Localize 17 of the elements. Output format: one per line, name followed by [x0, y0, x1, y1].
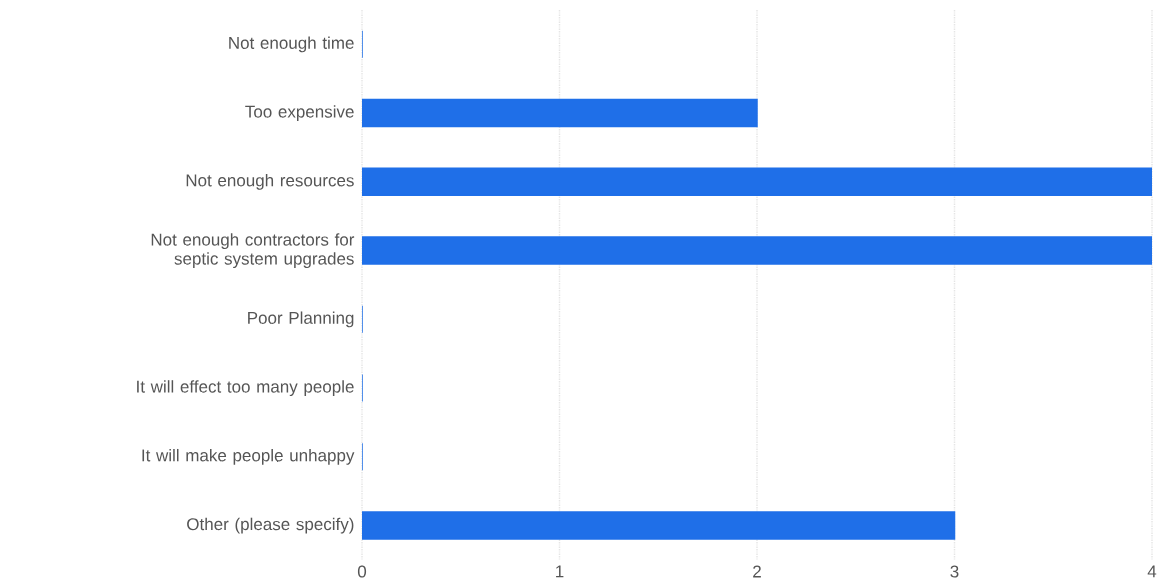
y-tick-label: Not enough contractors for septic system upgrades — [151, 233, 355, 269]
x-tick-label: 3 — [950, 565, 959, 578]
x-tick-label: 4 — [1147, 565, 1157, 578]
bar — [362, 98, 758, 128]
y-tick-label: It will effect too many people — [137, 380, 354, 397]
x-tick-label: 1 — [556, 565, 564, 578]
y-tick-label: Poor Planning — [248, 311, 354, 328]
x-tick-label: 2 — [753, 565, 761, 578]
y-tick-label: Not enough time — [229, 36, 354, 53]
x-tick-label: 0 — [357, 565, 367, 578]
y-tick-label: Other (please specify) — [187, 517, 354, 534]
bar — [362, 167, 1152, 197]
y-tick-label: Not enough resources — [186, 173, 354, 190]
y-tick-label: It will make people unhappy — [142, 448, 355, 465]
bar — [362, 511, 956, 540]
y-tick-label: Too expensive — [245, 105, 354, 122]
bar — [362, 236, 1152, 265]
